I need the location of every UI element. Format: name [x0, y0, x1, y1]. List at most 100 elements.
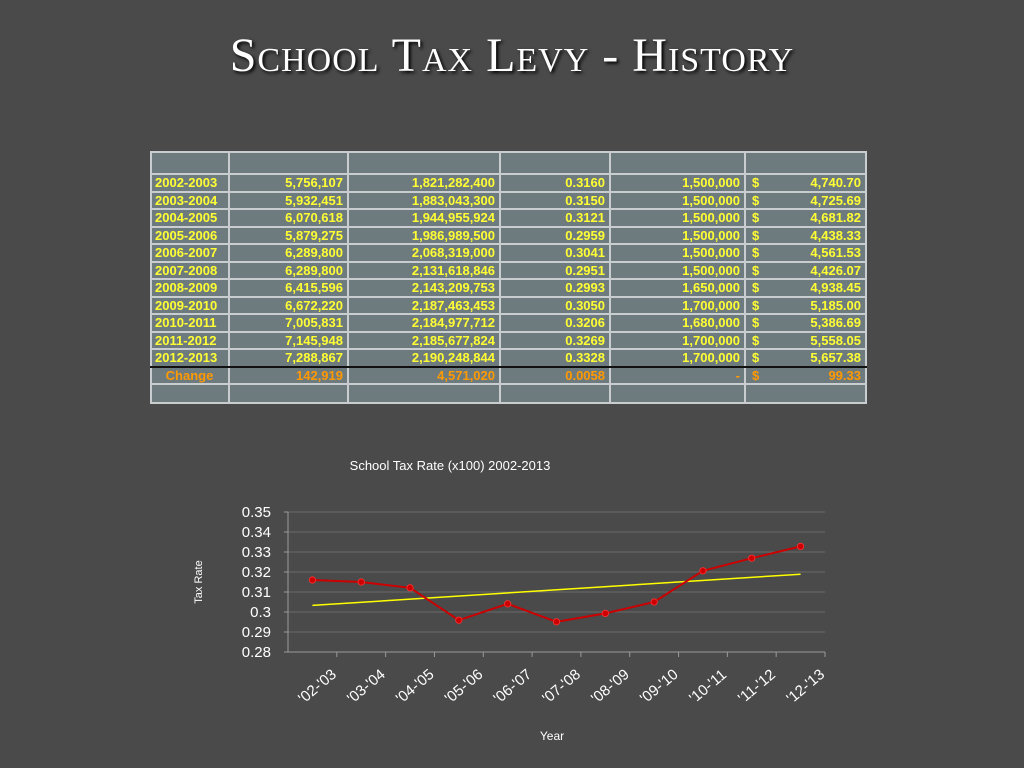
tax-amount-cell: $4,938.45	[744, 278, 867, 298]
currency-symbol: $	[752, 262, 760, 278]
tax-amount-cell: $4,681.82	[744, 208, 867, 228]
x-tick-label: '10-'11	[686, 666, 730, 707]
table-empty-cell	[744, 383, 867, 404]
levy-cell: 7,005,831	[228, 313, 349, 333]
tax-amount-cell: $5,558.05	[744, 330, 867, 350]
table-empty-cell	[228, 151, 349, 175]
table-row: 2002-2003 5,756,107 1,821,282,400 0.3160 1,5…	[150, 173, 867, 193]
change-assessment-cell: 4,571,020	[347, 365, 501, 385]
table-empty-cell	[609, 151, 746, 175]
tax-amount-value: 4,725.69	[810, 192, 861, 208]
data-point	[406, 584, 414, 592]
table-row: 2008-2009 6,415,596 2,143,209,753 0.2993 1,6…	[150, 278, 867, 298]
x-tick-label: '05-'06	[442, 666, 487, 707]
currency-symbol: $	[752, 367, 760, 383]
year-cell: 2005-2006	[150, 225, 230, 245]
rate-cell: 0.3041	[499, 243, 611, 263]
currency-symbol: $	[752, 175, 760, 190]
data-point	[650, 598, 658, 606]
data-point	[552, 618, 561, 626]
levy-cell: 6,289,800	[228, 260, 349, 280]
chart-title: School Tax Rate (x100) 2002-2013	[350, 458, 551, 473]
y-tick-label: 0.33	[242, 544, 271, 561]
exemption-cell: 1,500,000	[609, 208, 746, 228]
data-point	[504, 600, 512, 608]
rate-cell: 0.3328	[499, 348, 611, 368]
y-tick-label: 0.3	[250, 604, 271, 621]
assessment-cell: 1,821,282,400	[347, 173, 501, 193]
levy-cell: 7,145,948	[228, 330, 349, 350]
data-point	[308, 576, 317, 584]
tax-amount-value: 4,426.07	[810, 262, 861, 278]
table-row: 2005-2006 5,879,275 1,986,989,500 0.2959 1,5…	[150, 225, 867, 245]
tax-amount-value: 4,561.53	[810, 245, 861, 261]
year-cell: 2002-2003	[150, 173, 230, 193]
rate-cell: 0.3050	[499, 295, 611, 315]
currency-symbol: $	[752, 332, 760, 348]
year-cell: 2006-2007	[150, 243, 230, 263]
currency-symbol: $	[752, 280, 760, 295]
tax-amount-cell: $4,426.07	[744, 260, 867, 280]
table-row: 2003-2004 5,932,451 1,883,043,300 0.3150 1,5…	[150, 190, 867, 210]
tax-amount-cell: $5,386.69	[744, 313, 867, 333]
exemption-cell: 1,680,000	[609, 313, 746, 333]
change-row: Change 142,919 4,571,020 0.0058- $99.33	[150, 365, 867, 385]
year-cell: 2004-2005	[150, 208, 230, 228]
tax-amount-value: 4,438.33	[810, 227, 861, 243]
data-point	[699, 567, 707, 575]
year-cell: 2010-2011	[150, 313, 230, 333]
year-cell: 2003-2004	[150, 190, 230, 210]
assessment-cell: 1,883,043,300	[347, 190, 501, 210]
year-cell: 2008-2009	[150, 278, 230, 298]
exemption-cell: 1,500,000	[609, 190, 746, 210]
table-empty-cell	[228, 383, 349, 404]
levy-cell: 6,289,800	[228, 243, 349, 263]
table-empty-cell	[499, 383, 611, 404]
tax-amount-cell: $4,561.53	[744, 243, 867, 263]
assessment-cell: 2,143,209,753	[347, 278, 501, 298]
rate-cell: 0.2959	[499, 225, 611, 245]
data-point	[601, 609, 609, 617]
assessment-cell: 2,185,677,824	[347, 330, 501, 350]
data-point	[748, 554, 756, 562]
tax-amount-value: 5,558.05	[810, 332, 861, 348]
levy-cell: 5,756,107	[228, 173, 349, 193]
y-tick-label: 0.28	[242, 644, 271, 661]
table-empty-cell	[150, 383, 230, 404]
change-rate-cell: 0.0058	[499, 365, 611, 385]
tax-amount-value: 4,938.45	[810, 280, 861, 296]
table-empty-cell	[499, 151, 611, 175]
trendline	[312, 573, 801, 607]
table-empty-cell	[150, 151, 230, 175]
levy-cell: 6,672,220	[228, 295, 349, 315]
rate-cell: 0.3160	[499, 173, 611, 193]
y-tick-label: 0.34	[242, 524, 271, 541]
tax-amount-value: 5,657.38	[810, 350, 861, 366]
currency-symbol: $	[752, 192, 760, 208]
levy-table: 2002-2003 5,756,107 1,821,282,400 0.3160 1,5…	[150, 151, 867, 404]
rate-cell: 0.3269	[499, 330, 611, 350]
tax-amount-cell: $99.33	[744, 365, 867, 385]
assessment-cell: 2,131,618,846	[347, 260, 501, 280]
table-blank-row	[150, 383, 867, 404]
rate-cell: 0.2993	[499, 278, 611, 298]
table-row: 2004-2005 6,070,618 1,944,955,924 0.3121 1,5…	[150, 208, 867, 228]
assessment-cell: 2,187,463,453	[347, 295, 501, 315]
y-tick-label: 0.35	[242, 504, 271, 521]
y-axis-label: Tax Rate	[193, 560, 205, 603]
year-cell: 2009-2010	[150, 295, 230, 315]
currency-symbol: $	[752, 210, 760, 225]
exemption-cell: 1,500,000	[609, 173, 746, 193]
x-tick-label: '03-'04	[344, 666, 389, 707]
table-row: 2011-2012 7,145,948 2,185,677,824 0.3269 1,7…	[150, 330, 867, 350]
year-cell: 2012-2013	[150, 348, 230, 368]
data-point	[455, 616, 463, 624]
currency-symbol: $	[752, 245, 760, 260]
assessment-cell: 2,068,319,000	[347, 243, 501, 263]
assessment-cell: 1,944,955,924	[347, 208, 501, 228]
tax-amount-value: 4,681.82	[810, 210, 861, 226]
year-cell: 2007-2008	[150, 260, 230, 280]
year-cell: 2011-2012	[150, 330, 230, 350]
table-empty-cell	[744, 151, 867, 175]
table-row: 2010-2011 7,005,831 2,184,977,712 0.3206 1,6…	[150, 313, 867, 333]
